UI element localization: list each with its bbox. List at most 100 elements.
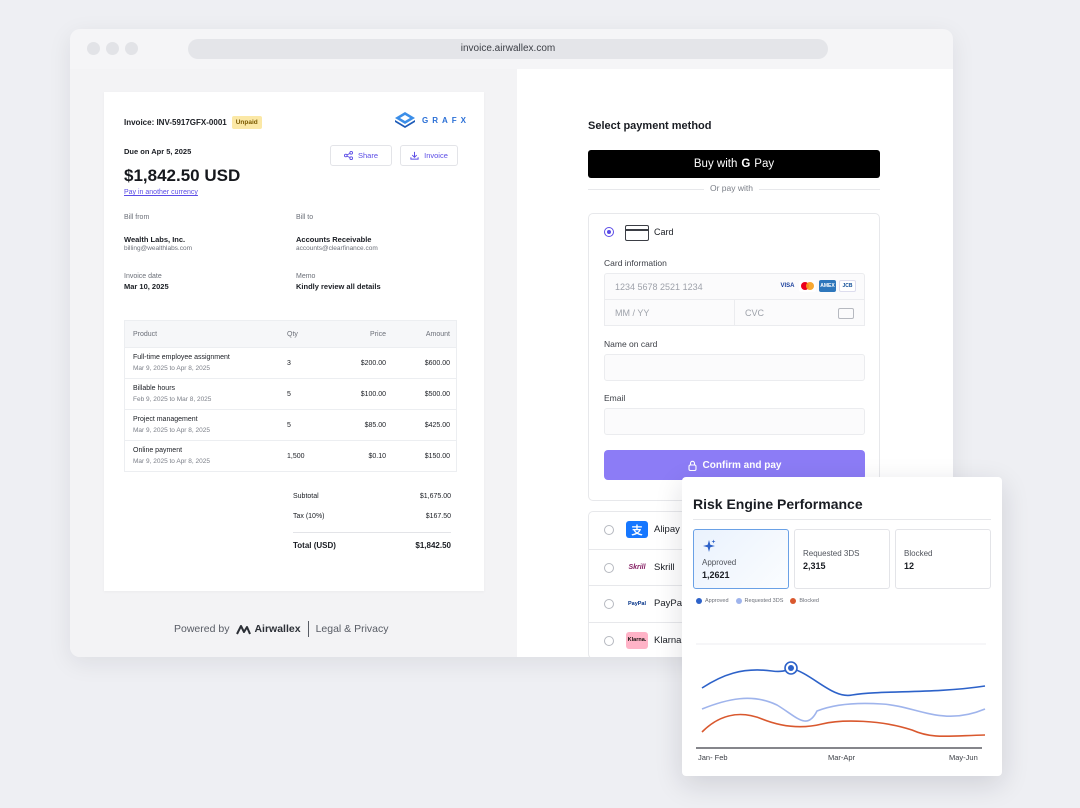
bill-to-email: accounts@clearfinance.com (296, 245, 378, 252)
payment-option-alipay[interactable]: 支 Alipay (589, 512, 879, 549)
col-qty: Qty (287, 330, 298, 338)
browser-chrome: invoice.airwallex.com (70, 29, 953, 69)
series-approved-line (701, 667, 986, 697)
qty-cell: 5 (287, 390, 291, 398)
minimize-dot[interactable] (106, 42, 119, 55)
legend-label: Approved (705, 598, 729, 604)
share-label: Share (357, 151, 378, 160)
sparkle-icon (703, 539, 716, 552)
table-row: Online payment Mar 9, 2025 to Apr 8, 2025… (125, 440, 456, 471)
expiry-input[interactable]: MM / YY (604, 299, 735, 326)
x-tick-label: Mar-Apr (828, 753, 856, 762)
paypal-label: PayPal (654, 598, 685, 609)
email-input[interactable] (604, 408, 865, 435)
confirm-and-pay-button[interactable]: Confirm and pay (604, 450, 865, 480)
series-requested-3ds-line (701, 697, 986, 722)
qty-cell: 1,500 (287, 452, 305, 460)
expiry-placeholder: MM / YY (615, 308, 650, 318)
kpi-requested-3ds[interactable]: Requested 3DS 2,315 (794, 529, 890, 589)
email-label: Email (604, 393, 626, 403)
card-radio[interactable] (604, 227, 614, 237)
grafx-logo-icon (395, 112, 415, 128)
chart-legend: Approved Requested 3DS Blocked (696, 598, 819, 604)
download-icon (410, 151, 419, 160)
series-blocked-line (701, 713, 986, 738)
price-cell: $200.00 (360, 359, 386, 367)
kpi-approved[interactable]: Approved 1,2621 (693, 529, 789, 589)
airwallex-logo[interactable]: Airwallex (236, 623, 301, 635)
highlight-point (784, 661, 798, 675)
table-row: Full-time employee assignment Mar 9, 2025… (125, 347, 456, 378)
subtotal-row: Subtotal $1,675.00 (293, 486, 451, 506)
close-dot[interactable] (87, 42, 100, 55)
tax-value: $167.50 (425, 512, 451, 520)
x-tick-label: Jan- Feb (698, 753, 728, 762)
name-on-card-label: Name on card (604, 339, 658, 349)
cvc-input[interactable]: CVC (734, 299, 865, 326)
or-pay-with-label: Or pay with (704, 183, 759, 193)
klarna-radio[interactable] (604, 635, 614, 646)
kpi-label: Requested 3DS (803, 549, 860, 558)
footer-divider (307, 621, 309, 637)
x-tick-label: May-Jun (949, 753, 978, 762)
maximize-dot[interactable] (125, 42, 138, 55)
amount-due: $1,842.50 USD (124, 166, 241, 185)
tax-label: Tax (10%) (293, 512, 325, 520)
payment-title: Select payment method (588, 120, 712, 132)
visa-icon: VISA (780, 282, 795, 289)
amex-icon: AMEX (819, 280, 836, 292)
kpi-label: Approved (702, 558, 737, 567)
bill-from-name: Wealth Labs, Inc. (124, 235, 186, 244)
card-number-placeholder: 1234 5678 2521 1234 (615, 282, 703, 292)
invoice-card: Invoice: INV-5917GFX-0001 Unpaid GRAFX D… (104, 92, 484, 591)
bill-to-name: Accounts Receivable (296, 235, 372, 244)
skrill-icon: Skrill (628, 563, 646, 571)
legend-item: Blocked (790, 598, 819, 604)
cvc-card-icon (838, 308, 854, 319)
kpi-value: 12 (904, 561, 915, 571)
jcb-icon: JCB (839, 280, 856, 292)
legend-swatch (735, 598, 742, 604)
mastercard-icon (799, 280, 816, 292)
brand-logo: GRAFX (394, 111, 470, 129)
memo-label: Memo (296, 273, 316, 280)
name-on-card-input[interactable] (604, 354, 865, 381)
gpay-prefix: Buy with (693, 158, 738, 170)
legal-privacy-link[interactable]: Legal & Privacy (315, 623, 389, 635)
download-invoice-button[interactable]: Invoice (400, 145, 458, 166)
pay-other-currency-link[interactable]: Pay in another currency (124, 189, 198, 196)
alipay-radio[interactable] (604, 525, 614, 535)
product-name: Online payment (133, 447, 183, 454)
klarna-icon: Klarna. (626, 631, 648, 649)
kpi-value: 2,315 (803, 561, 826, 571)
browser-window: invoice.airwallex.com Invoice: INV-5917G… (70, 29, 953, 657)
kpi-blocked[interactable]: Blocked 12 (895, 529, 991, 589)
subtotal-label: Subtotal (293, 492, 319, 500)
product-period: Mar 9, 2025 to Apr 8, 2025 (133, 427, 210, 434)
kpi-value: 1,2621 (702, 570, 730, 580)
lock-icon (687, 460, 697, 471)
due-date: Due on Apr 5, 2025 (124, 147, 192, 156)
share-button[interactable]: Share (330, 145, 392, 166)
footer: Powered by Airwallex Legal & Privacy (174, 621, 389, 637)
google-g-icon: G (741, 158, 751, 170)
price-cell: $100.00 (360, 390, 386, 398)
price-cell: $0.10 (368, 452, 386, 460)
legend-item: Requested 3DS (735, 598, 783, 604)
table-header: Product Qty Price Amount (125, 321, 456, 347)
gpay-suffix: Pay (754, 158, 775, 170)
window-controls (87, 42, 138, 55)
google-pay-button[interactable]: Buy with G Pay (588, 150, 880, 178)
paypal-radio[interactable] (604, 599, 614, 609)
skrill-radio[interactable] (604, 562, 614, 573)
legend-item: Approved (696, 598, 729, 604)
total-label: Total (USD) (293, 541, 336, 550)
total-row: Total (USD) $1,842.50 (293, 532, 451, 552)
memo-value: Kindly review all details (296, 282, 381, 291)
product-period: Mar 9, 2025 to Apr 8, 2025 (133, 365, 210, 372)
col-amount: Amount (425, 330, 450, 338)
col-product: Product (133, 330, 158, 338)
bill-to-label: Bill to (296, 214, 314, 221)
url-bar[interactable]: invoice.airwallex.com (188, 39, 828, 59)
card-number-input[interactable]: 1234 5678 2521 1234 VISA AMEX JCB (604, 273, 865, 300)
